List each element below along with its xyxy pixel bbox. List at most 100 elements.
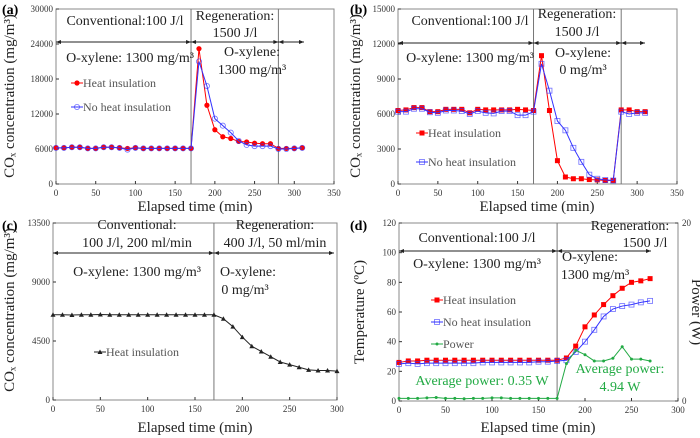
data-point <box>423 360 430 367</box>
data-point <box>536 357 541 363</box>
data-point <box>196 46 202 52</box>
data-point <box>108 144 115 151</box>
data-point <box>470 357 476 363</box>
x-axis-label: Elapsed time (min) <box>481 420 596 436</box>
data-point <box>602 359 606 363</box>
series-line-2 <box>399 345 651 400</box>
series-line-1 <box>398 63 646 182</box>
x-tick-label: 0 <box>54 188 59 198</box>
annotation: Conventional: <box>97 218 176 233</box>
data-point <box>491 107 497 113</box>
annotation: O-xylene: 1300 mg/m³ <box>66 51 194 66</box>
data-point <box>275 145 282 152</box>
panel-label: (a) <box>2 3 19 18</box>
y-tick-label: 120 <box>383 218 397 228</box>
data-point <box>453 396 457 400</box>
x-tick-label: 300 <box>671 405 685 415</box>
data-point <box>69 312 75 318</box>
data-point <box>395 108 401 113</box>
data-point <box>610 293 616 299</box>
data-point <box>78 312 84 317</box>
data-point <box>489 359 495 366</box>
annotation: O-xylene: 1300 mg/m³ <box>73 265 201 280</box>
data-point <box>461 357 467 363</box>
x-axis-label: Elapsed time (min) <box>480 199 595 215</box>
y-tick-label: 15000 <box>373 4 396 14</box>
data-point <box>126 312 132 317</box>
legend-marker <box>74 104 81 111</box>
data-point <box>88 312 94 317</box>
data-point <box>203 83 210 90</box>
annotation: Regeneration: <box>538 7 617 22</box>
data-point <box>230 324 236 329</box>
annotation: 0 mg/m³ <box>221 283 268 298</box>
y2-tick-label: 0 <box>682 396 687 406</box>
annotation: Average power: <box>576 362 665 377</box>
data-point <box>628 301 635 308</box>
data-point <box>433 357 439 363</box>
data-point <box>555 396 559 400</box>
data-point <box>211 115 218 122</box>
data-point <box>618 108 625 115</box>
data-point <box>546 396 550 400</box>
annotation: Conventional:100 J/l <box>418 231 535 246</box>
data-point <box>299 144 306 151</box>
arrowhead-icon <box>329 251 334 255</box>
data-point <box>172 145 179 152</box>
data-point <box>570 176 576 182</box>
x-tick-label: 200 <box>208 188 222 198</box>
data-point <box>192 312 198 317</box>
legend-marker <box>434 319 440 325</box>
data-point <box>204 102 210 108</box>
data-point <box>287 362 293 367</box>
data-point <box>258 348 264 354</box>
data-point <box>626 111 633 117</box>
x-tick-label: 200 <box>236 404 250 414</box>
y-tick-label: 60 <box>387 307 397 317</box>
data-point <box>482 109 489 116</box>
y-tick-label: 80 <box>387 277 397 287</box>
data-point <box>475 106 481 112</box>
data-point <box>443 357 448 363</box>
annotation: 400 J/l, 50 ml/min <box>224 236 327 251</box>
y-tick-label: 6000 <box>377 109 396 119</box>
annotation: O-xylene: <box>220 265 276 280</box>
data-point <box>132 144 139 151</box>
data-point <box>647 297 653 304</box>
data-point <box>499 396 503 400</box>
data-point <box>442 107 449 114</box>
data-point <box>554 118 561 124</box>
data-point <box>228 135 234 142</box>
legend-label: Heat insulation <box>428 126 501 140</box>
data-point <box>145 312 151 317</box>
data-point <box>458 108 465 114</box>
data-point <box>419 105 425 111</box>
arrowhead-icon <box>640 41 645 45</box>
data-point <box>195 58 202 65</box>
data-point <box>419 105 425 112</box>
data-point <box>164 145 171 152</box>
data-point <box>435 109 441 115</box>
data-point <box>490 396 494 400</box>
data-point <box>634 109 641 116</box>
data-point <box>507 107 513 113</box>
data-point <box>527 396 531 400</box>
data-point <box>573 343 579 349</box>
data-point <box>277 359 283 364</box>
data-point <box>546 87 553 94</box>
data-point <box>84 145 91 152</box>
data-point <box>268 354 274 359</box>
y-tick-label: 13500 <box>28 218 51 228</box>
panel-label: (d) <box>350 219 367 234</box>
annotation: O-xylene: <box>555 46 611 61</box>
data-point <box>638 278 644 284</box>
data-point <box>243 141 250 148</box>
arrowhead-icon <box>399 249 404 253</box>
chart-panel-0: 0 50 100 150 200 250 300 350 0 6000 12000 18000 2400… <box>2 3 341 215</box>
data-point <box>53 144 60 151</box>
data-point <box>574 348 578 352</box>
x-tick-label: 150 <box>511 188 525 198</box>
data-point <box>535 358 542 365</box>
data-point <box>396 359 402 365</box>
data-point <box>647 276 653 282</box>
